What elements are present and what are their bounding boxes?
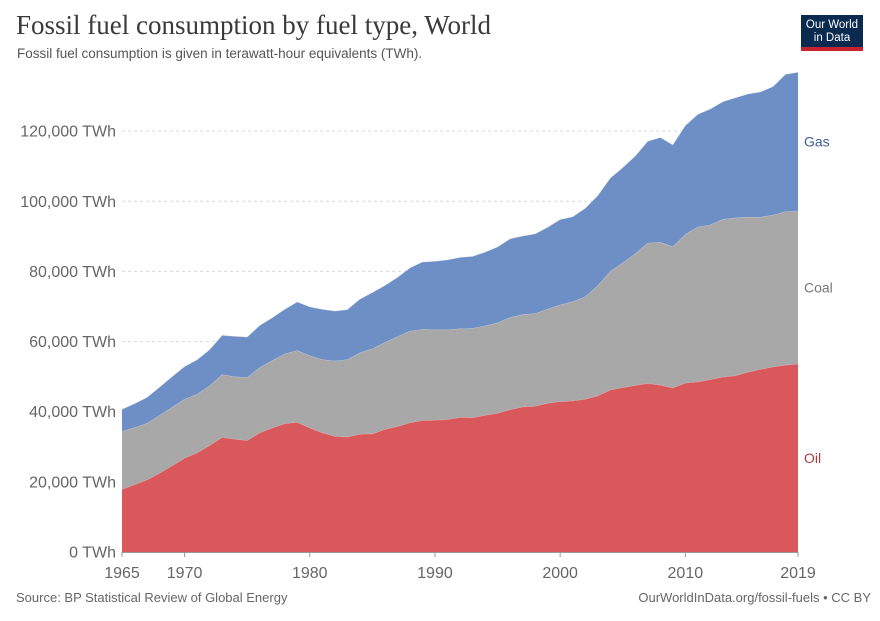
x-tick-label: 1980 <box>292 565 328 582</box>
series-label-gas: Gas <box>804 134 830 150</box>
y-tick-label: 0 TWh <box>69 545 116 562</box>
series-label-coal: Coal <box>804 280 833 296</box>
series-label-oil: Oil <box>804 450 821 466</box>
owid-logo[interactable]: Our World in Data <box>801 15 863 51</box>
x-tick-label: 1990 <box>417 565 453 582</box>
x-tick-label: 2000 <box>542 565 578 582</box>
x-tick-label: 2010 <box>668 565 704 582</box>
logo-line-2: in Data <box>813 32 851 44</box>
x-axis: 1965 1970 1980 1990 2000 2010 2019 <box>104 552 816 582</box>
y-tick-label: 100,000 TWh <box>20 194 116 211</box>
y-tick-label: 20,000 TWh <box>29 474 116 491</box>
area-edge-gas <box>121 71 799 410</box>
area-gas[interactable] <box>122 72 798 432</box>
area-coal[interactable] <box>122 211 798 490</box>
footer-link[interactable]: OurWorldInData.org/fossil-fuels • CC BY <box>638 590 871 605</box>
x-tick-label: 1970 <box>167 565 203 582</box>
x-tick-label: 1965 <box>104 565 140 582</box>
y-axis: 0 TWh 20,000 TWh 40,000 TWh 60,000 TWh 80,00… <box>20 124 116 562</box>
y-tick-label: 80,000 TWh <box>29 264 116 281</box>
y-tick-label: 120,000 TWh <box>20 124 116 141</box>
chart-subtitle: Fossil fuel consumption is given in tera… <box>17 46 423 61</box>
y-tick-label: 40,000 TWh <box>29 404 116 421</box>
chart-title: Fossil fuel consumption by fuel type, Wo… <box>16 10 492 40</box>
logo-line-1: Our World <box>805 19 859 31</box>
x-tick-label: 2019 <box>780 565 816 582</box>
chart-areas <box>121 71 799 552</box>
series-labels: Oil Coal Gas <box>804 134 833 466</box>
source-note: Source: BP Statistical Review of Global … <box>16 590 288 605</box>
area-oil[interactable] <box>122 364 798 552</box>
y-tick-label: 60,000 TWh <box>29 334 116 351</box>
